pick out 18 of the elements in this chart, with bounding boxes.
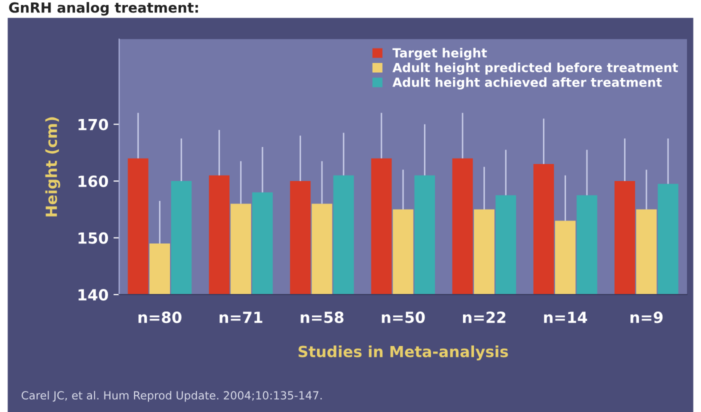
y-tick-label: 160 [78, 176, 108, 188]
x-tick-label: n=14 [544, 312, 588, 323]
y-axis-title: Height (cm) [45, 117, 60, 216]
x-tick-label: n=58 [300, 312, 344, 324]
x-tick-label: n=22 [463, 312, 506, 323]
text: Carel JC, et al. Hum Reprod Update. 2004;10:135-147. [22, 390, 322, 402]
chart-title: GnRH analog treatment: [9, 2, 198, 16]
legend-label: Target height [392, 48, 487, 60]
legend-label: Adult height achieved after treatment [392, 77, 662, 90]
x-tick-label: n=80 [138, 312, 182, 324]
y-tick-label: 170 [78, 118, 108, 130]
x-tick-label: n=50 [382, 312, 425, 324]
x-tick-label: n=9 [630, 312, 663, 324]
x-axis-title: Studies in Meta-analysis [298, 345, 508, 360]
y-tick-label: 150 [78, 232, 108, 244]
legend-label: Adult height predicted before treatment [392, 62, 678, 75]
x-tick-label: n=71 [220, 312, 262, 323]
y-tick-label: 140 [78, 289, 108, 301]
